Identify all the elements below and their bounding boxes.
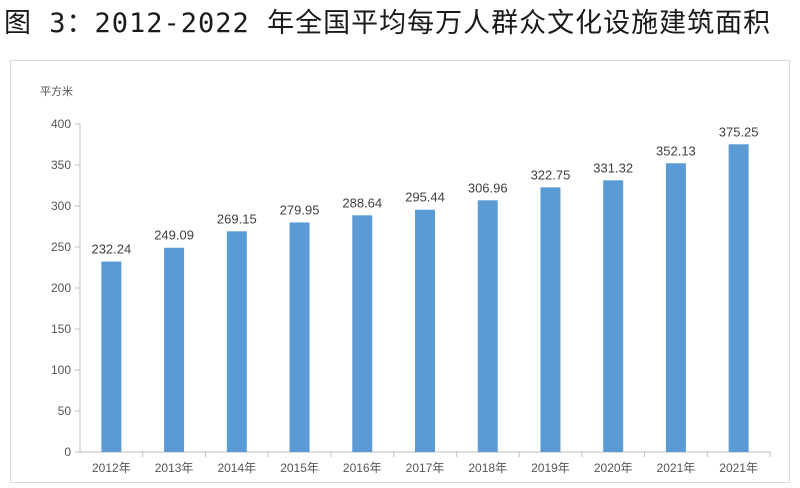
data-label: 232.24 bbox=[91, 242, 131, 257]
chart-frame bbox=[10, 60, 790, 483]
bar bbox=[728, 144, 749, 453]
y-tick-label: 350 bbox=[51, 158, 71, 172]
data-label: 331.32 bbox=[593, 160, 633, 175]
y-tick-label: 400 bbox=[51, 117, 71, 131]
y-tick-label: 50 bbox=[58, 404, 72, 418]
data-label: 249.09 bbox=[154, 228, 194, 243]
x-tick-label: 2013年 bbox=[155, 461, 194, 475]
x-tick-label: 2015年 bbox=[280, 461, 319, 475]
bar bbox=[226, 231, 247, 452]
data-label: 295.44 bbox=[405, 190, 445, 205]
data-label: 352.13 bbox=[656, 143, 696, 158]
x-tick-label: 2017年 bbox=[406, 461, 445, 475]
data-label: 288.64 bbox=[342, 195, 382, 210]
x-tick-label: 2014年 bbox=[217, 461, 256, 475]
x-tick-label: 2021年 bbox=[657, 461, 696, 475]
data-label: 269.15 bbox=[217, 211, 257, 226]
data-label: 279.95 bbox=[280, 202, 320, 217]
bar bbox=[415, 209, 435, 452]
bar bbox=[289, 222, 310, 452]
bar bbox=[164, 247, 185, 452]
x-tick-label: 2019年 bbox=[531, 461, 570, 475]
y-tick-label: 0 bbox=[64, 445, 71, 459]
x-tick-label: 2012年 bbox=[92, 461, 131, 475]
data-label: 306.96 bbox=[468, 180, 508, 195]
y-tick-label: 150 bbox=[51, 322, 71, 336]
y-axis-unit-label: 平方米 bbox=[40, 84, 73, 98]
x-tick-label: 2020年 bbox=[594, 461, 633, 475]
y-tick-label: 100 bbox=[51, 363, 71, 377]
bar bbox=[352, 215, 373, 452]
figure-title: 图 3：2012-2022 年全国平均每万人群众文化设施建筑面积 bbox=[4, 8, 772, 39]
bar bbox=[603, 180, 624, 452]
bar bbox=[665, 163, 686, 452]
bar bbox=[477, 200, 498, 452]
data-label: 375.25 bbox=[719, 124, 759, 139]
bar bbox=[540, 187, 561, 452]
y-tick-label: 250 bbox=[51, 240, 71, 254]
x-tick-label: 2018年 bbox=[468, 461, 507, 475]
data-label: 322.75 bbox=[531, 167, 571, 182]
x-tick-label: 2021年 bbox=[719, 461, 758, 475]
x-tick-label: 2016年 bbox=[343, 461, 382, 475]
y-tick-label: 200 bbox=[51, 281, 71, 295]
bar bbox=[101, 261, 122, 452]
y-tick-label: 300 bbox=[51, 199, 71, 213]
